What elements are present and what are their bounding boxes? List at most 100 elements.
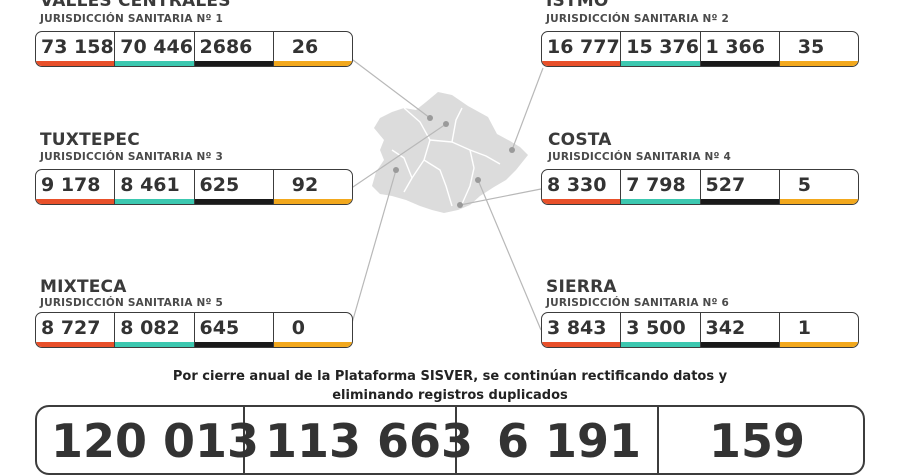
stat-cell: 8 082 (115, 313, 195, 347)
stat-value: 73 158 (41, 36, 114, 58)
stat-cell: 92 (273, 170, 352, 204)
stat-cell: 1 366 (700, 32, 780, 66)
stat-value: 342 (705, 317, 746, 339)
total-cell: 113 663 (245, 407, 473, 473)
stat-cell: 3 843 (542, 313, 622, 347)
stat-cell: 2686 (194, 32, 274, 66)
color-bar (700, 199, 779, 204)
color-bar (700, 61, 779, 66)
stat-cell: 35 (779, 32, 858, 66)
stat-value: 0 (291, 317, 305, 339)
stat-cell: 1 (779, 313, 858, 347)
color-bar (542, 199, 621, 204)
stat-value: 15 376 (626, 36, 699, 58)
stat-value: 1 366 (705, 36, 766, 58)
color-bar (621, 342, 700, 347)
connector-dots (393, 115, 515, 208)
stat-cell: 16 777 (542, 32, 622, 66)
color-bar (779, 61, 858, 66)
stat-cell: 645 (194, 313, 274, 347)
stat-value: 8 082 (120, 317, 180, 339)
stat-cell: 5 (779, 170, 858, 204)
region-jurisdiction: JURISDICCIÓN SANITARIA Nº 2 (546, 13, 729, 25)
color-bar (779, 199, 858, 204)
total-value: 113 663 (265, 414, 474, 468)
stat-value: 8 330 (547, 174, 607, 196)
disclaimer-note: Por cierre anual de la Plataforma SISVER… (0, 367, 900, 405)
region-jurisdiction: JURISDICCIÓN SANITARIA Nº 1 (40, 13, 223, 25)
color-bar (115, 342, 194, 347)
stat-value: 8 727 (41, 317, 101, 339)
color-bar (115, 61, 194, 66)
color-bar (194, 342, 273, 347)
stat-value: 35 (797, 36, 825, 58)
color-bar (779, 342, 858, 347)
stat-value: 26 (291, 36, 319, 58)
stat-cell: 7 798 (621, 170, 701, 204)
region-name: MIXTECA (40, 277, 127, 297)
stat-value: 16 777 (547, 36, 620, 58)
total-cell: 159 (659, 407, 863, 473)
stat-value: 70 446 (120, 36, 193, 58)
stat-cell: 3 500 (621, 313, 701, 347)
color-bar (36, 199, 115, 204)
color-bar (36, 342, 115, 347)
region-name: SIERRA (546, 277, 617, 297)
color-bar (194, 199, 273, 204)
stat-cell: 527 (700, 170, 780, 204)
region-name: ISTMO (546, 0, 609, 11)
state-silhouette (372, 92, 528, 213)
stat-value: 2686 (199, 36, 253, 58)
note-line-2: eliminando registros duplicados (332, 388, 568, 403)
total-cell: 120 013 (37, 407, 259, 473)
stat-value: 7 798 (626, 174, 686, 196)
stat-cell: 9 178 (36, 170, 116, 204)
region-stats: 3 843 3 500 342 1 (541, 312, 859, 348)
state-totals: 120 013 113 663 6 191 159 (35, 405, 865, 475)
stat-cell: 342 (700, 313, 780, 347)
connector-lines (349, 59, 544, 331)
color-bar (273, 342, 352, 347)
note-line-1: Por cierre anual de la Plataforma SISVER… (172, 369, 728, 384)
stat-value: 527 (705, 174, 746, 196)
stat-cell: 8 330 (542, 170, 622, 204)
district-borders (391, 107, 501, 207)
oaxaca-map (349, 59, 544, 331)
stat-value: 8 461 (120, 174, 180, 196)
color-bar (36, 61, 115, 66)
stat-value: 1 (797, 317, 811, 339)
region-jurisdiction: JURISDICCIÓN SANITARIA Nº 3 (40, 151, 223, 163)
stat-cell: 26 (273, 32, 352, 66)
color-bar (115, 199, 194, 204)
region-name: TUXTEPEC (40, 130, 140, 150)
stat-cell: 8 461 (115, 170, 195, 204)
stat-cell: 8 727 (36, 313, 116, 347)
region-stats: 73 158 70 446 2686 26 (35, 31, 353, 67)
region-stats: 16 777 15 376 1 366 35 (541, 31, 859, 67)
color-bar (621, 199, 700, 204)
stat-cell: 70 446 (115, 32, 195, 66)
color-bar (542, 61, 621, 66)
stat-value: 92 (291, 174, 319, 196)
region-stats: 8 727 8 082 645 0 (35, 312, 353, 348)
stat-value: 9 178 (41, 174, 101, 196)
region-jurisdiction: JURISDICCIÓN SANITARIA Nº 5 (40, 297, 223, 309)
color-bar (273, 61, 352, 66)
stat-value: 5 (797, 174, 811, 196)
color-bar (542, 342, 621, 347)
region-stats: 8 330 7 798 527 5 (541, 169, 859, 205)
color-bar (194, 61, 273, 66)
color-bar (700, 342, 779, 347)
stat-value: 3 500 (626, 317, 686, 339)
stat-cell: 0 (273, 313, 352, 347)
region-jurisdiction: JURISDICCIÓN SANITARIA Nº 4 (548, 151, 731, 163)
region-name: COSTA (548, 130, 612, 150)
stat-value: 3 843 (547, 317, 607, 339)
stat-cell: 625 (194, 170, 274, 204)
total-value: 159 (709, 414, 806, 468)
region-jurisdiction: JURISDICCIÓN SANITARIA Nº 6 (546, 297, 729, 309)
region-name: VALLES CENTRALES (40, 0, 231, 11)
stat-cell: 15 376 (621, 32, 701, 66)
stat-value: 645 (199, 317, 240, 339)
